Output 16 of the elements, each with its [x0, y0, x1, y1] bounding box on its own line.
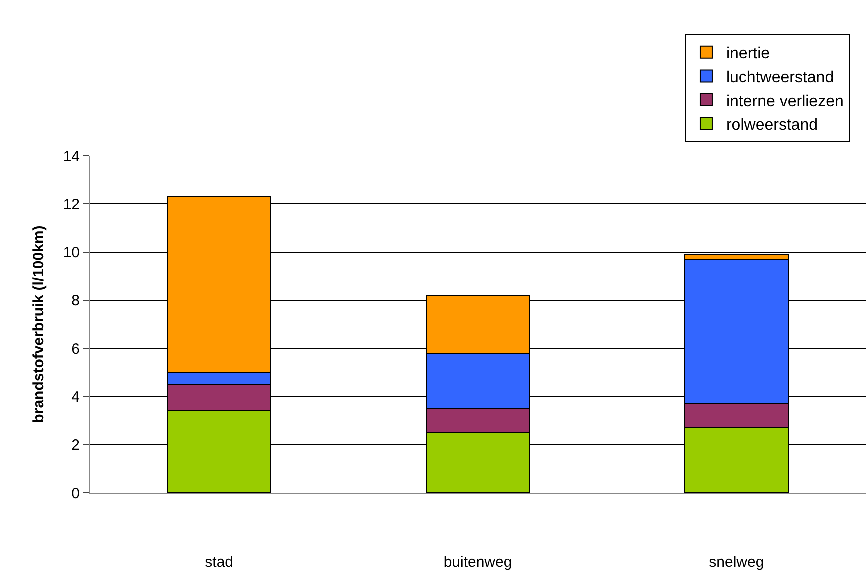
y-tick-label: 12: [63, 196, 80, 214]
y-tick-label: 0: [72, 485, 80, 502]
x-tick-label: stad: [205, 554, 234, 571]
legend-label: rolweerstand: [726, 117, 818, 134]
y-tick-label: 4: [72, 388, 80, 406]
y-tick-label: 8: [72, 292, 80, 310]
x-tick-label: buitenweg: [444, 554, 512, 571]
y-tick-label: 2: [72, 437, 80, 454]
legend-label: luchtweerstand: [726, 69, 834, 86]
y-tick-label: 10: [63, 244, 80, 262]
y-axis-title: brandstofverbruik (l/100km): [30, 226, 48, 424]
legend-label: interne verliezen: [726, 93, 844, 110]
x-tick-label: snelweg: [709, 554, 764, 571]
y-tick-label: 14: [63, 148, 80, 166]
y-tick-label: 6: [72, 340, 80, 358]
legend-label: inertie: [726, 46, 770, 63]
